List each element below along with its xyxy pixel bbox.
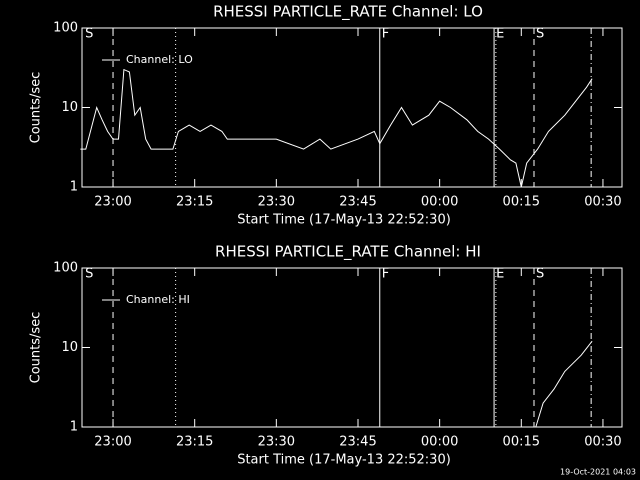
x-axis-label: Start Time (17-May-13 22:52:30) [237, 213, 451, 228]
y-tick-label: 100 [53, 21, 78, 36]
x-tick-label: 00:30 [584, 195, 621, 210]
marker-label: S [536, 27, 544, 42]
marker-label: S [85, 267, 93, 282]
x-tick-label: 00:30 [584, 435, 621, 450]
chart-title: RHESSI PARTICLE_RATE Channel: HI [215, 243, 481, 262]
y-tick-label: 100 [53, 261, 78, 276]
x-tick-label: 00:15 [503, 435, 540, 450]
x-tick-label: 23:00 [94, 195, 131, 210]
legend-label: Channel: LO [126, 53, 193, 66]
marker-label: S [85, 27, 93, 42]
marker-label: E [496, 27, 504, 42]
y-tick-label: 1 [70, 420, 78, 435]
x-tick-label: 00:15 [503, 195, 540, 210]
x-axis-label: Start Time (17-May-13 22:52:30) [237, 453, 451, 468]
data-line [80, 68, 593, 188]
marker-label: S [536, 267, 544, 282]
y-tick-label: 10 [61, 340, 78, 355]
plot-frame [81, 267, 623, 428]
data-line [535, 340, 593, 428]
x-tick-label: 23:45 [339, 195, 376, 210]
legend-label: Channel: HI [126, 293, 190, 306]
x-tick-label: 23:15 [176, 435, 213, 450]
y-axis-label: Counts/sec [29, 72, 44, 144]
x-tick-label: 23:30 [258, 195, 295, 210]
y-tick-label: 1 [70, 180, 78, 195]
marker-label: F [382, 267, 389, 282]
x-tick-label: 23:30 [258, 435, 295, 450]
chart-title: RHESSI PARTICLE_RATE Channel: LO [213, 3, 483, 22]
plot-frame [81, 27, 623, 188]
x-tick-label: 23:45 [339, 435, 376, 450]
x-tick-label: 23:00 [94, 435, 131, 450]
y-tick-label: 10 [61, 100, 78, 115]
x-tick-label: 23:15 [176, 195, 213, 210]
y-axis-label: Counts/sec [29, 312, 44, 384]
marker-label: E [496, 267, 504, 282]
x-tick-label: 00:00 [421, 435, 458, 450]
marker-label: F [382, 27, 389, 42]
footer: 19-Oct-2021 04:03 [560, 468, 636, 477]
x-tick-label: 00:00 [421, 195, 458, 210]
